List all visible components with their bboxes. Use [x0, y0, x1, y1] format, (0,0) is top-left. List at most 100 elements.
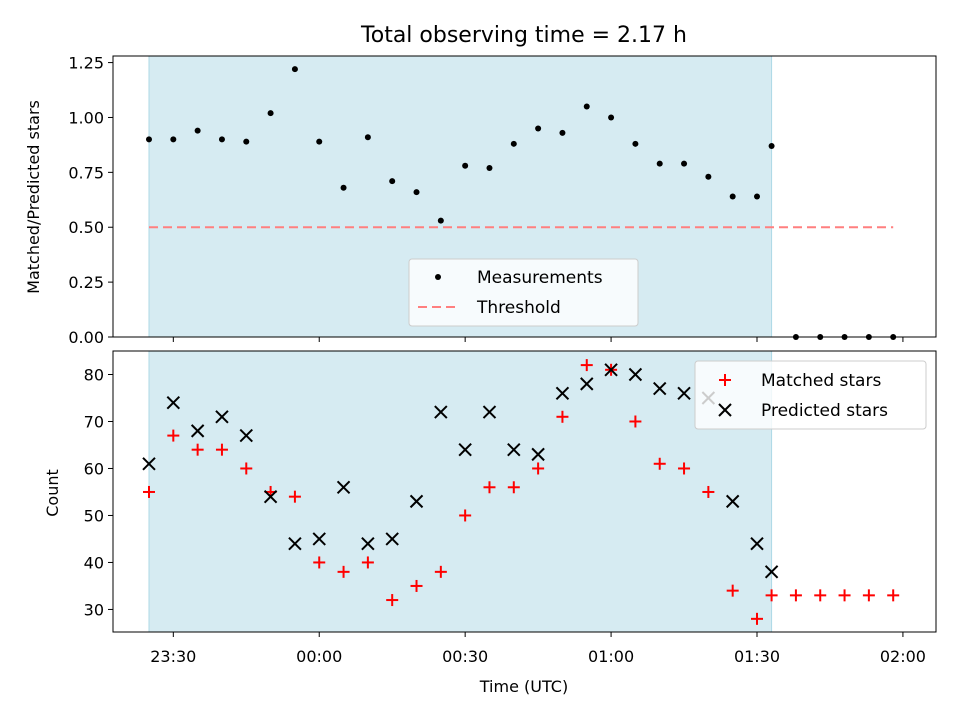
- matched-star-point: [167, 429, 180, 442]
- predicted-star-point: [190, 424, 205, 438]
- matched-star-point: [838, 589, 851, 602]
- predicted-star-point: [288, 536, 302, 551]
- y-tick-label: 30: [84, 600, 104, 619]
- measurement-point: [729, 193, 736, 200]
- bottom-y-axis-title: Count: [43, 469, 62, 517]
- predicted-star-point: [409, 494, 424, 509]
- legend-measurements-marker: [435, 274, 441, 280]
- y-tick-label: 1.00: [68, 108, 104, 127]
- legend-matched-marker: [719, 374, 731, 386]
- y-tick-label: 1.25: [68, 54, 104, 73]
- matched-star-point: [887, 589, 900, 602]
- measurement-point: [389, 178, 396, 185]
- predicted-star-point: [263, 489, 278, 504]
- matched-star-point: [483, 481, 496, 494]
- top-panel: 0.00 0.25 0.50 0.75 1.00 1.25 Measurements Thre…: [68, 54, 937, 347]
- predicted-star-point: [336, 480, 351, 494]
- legend-predicted-marker: [718, 403, 732, 417]
- legend-box: [694, 360, 927, 430]
- predicted-star-point: [725, 494, 740, 509]
- legend-measurements-label: Measurements: [477, 268, 603, 288]
- predicted-star-point: [628, 367, 643, 382]
- matched-star-point: [765, 589, 778, 602]
- predicted-star-point: [653, 381, 667, 396]
- chart-title: Total observing time = 2.17 h: [360, 23, 687, 48]
- matched-star-point: [532, 462, 545, 475]
- measurement-point: [340, 184, 347, 191]
- matched-star-point: [288, 490, 301, 503]
- matched-star-point: [240, 462, 253, 475]
- measurement-point: [510, 140, 517, 147]
- matched-star-point: [580, 359, 593, 372]
- y-tick-label: 80: [84, 365, 104, 384]
- measurement-point: [145, 136, 152, 143]
- predicted-star-point: [142, 457, 156, 471]
- x-axis-title: Time (UTC): [479, 677, 568, 696]
- measurement-point: [170, 136, 177, 143]
- bottom-axes-frame: [112, 350, 937, 633]
- predicted-star-point: [385, 532, 399, 546]
- measurement-point: [754, 193, 761, 200]
- measurement-point: [413, 189, 420, 196]
- matched-star-point: [678, 462, 691, 475]
- predicted-star-point: [764, 565, 779, 579]
- y-tick-label: 0.25: [68, 273, 104, 292]
- measurement-point: [437, 217, 444, 224]
- measurement-point: [291, 66, 298, 73]
- matched-star-point: [459, 509, 472, 522]
- predicted-star-point: [361, 536, 375, 551]
- measurement-point: [681, 160, 688, 167]
- matched-star-point: [361, 556, 374, 569]
- matched-star-point: [410, 579, 423, 592]
- matched-star-point: [215, 443, 228, 456]
- predicted-star-point: [458, 442, 472, 457]
- matched-star-point: [814, 589, 827, 602]
- predicted-star-point: [531, 447, 545, 462]
- top-legend: Measurements Threshold: [408, 258, 639, 327]
- legend-predicted-label: Predicted stars: [761, 401, 888, 421]
- bottom-legend: Matched stars Predicted stars: [694, 360, 927, 430]
- legend-box: [408, 258, 639, 327]
- measurement-point: [656, 160, 663, 167]
- y-tick-label: 70: [84, 412, 104, 431]
- matched-star-point: [434, 565, 447, 578]
- predicted-star-point: [580, 377, 594, 391]
- y-tick-label: 40: [84, 553, 104, 572]
- measurement-point: [316, 138, 323, 145]
- measurement-point: [535, 125, 542, 132]
- matched-star-point: [789, 589, 802, 602]
- observing-window-shade: [148, 350, 773, 633]
- matched-star-point: [751, 612, 764, 625]
- x-tick-label: 01:30: [734, 647, 780, 666]
- measurement-point: [194, 127, 201, 134]
- measurement-point: [583, 103, 590, 110]
- y-tick-label: 0.50: [68, 218, 104, 237]
- measurement-point: [486, 164, 493, 171]
- predicted-star-point: [215, 410, 229, 424]
- matched-star-point: [191, 443, 204, 456]
- y-tick-label: 50: [84, 506, 104, 525]
- measurement-point: [632, 140, 639, 147]
- measurement-point: [608, 114, 615, 121]
- y-tick-label: 0.75: [68, 163, 104, 182]
- matched-star-point: [556, 410, 569, 423]
- top-axes-frame: [112, 55, 937, 338]
- matched-star-point: [653, 457, 666, 470]
- legend-threshold-label: Threshold: [476, 298, 561, 318]
- predicted-star-point: [507, 442, 521, 457]
- measurement-point: [559, 129, 566, 136]
- matched-star-point: [313, 556, 326, 569]
- y-tick-label: 60: [84, 459, 104, 478]
- predicted-star-point: [677, 386, 691, 400]
- matched-star-point: [862, 589, 875, 602]
- x-tick-label: 01:00: [588, 647, 634, 666]
- matched-star-point: [726, 584, 739, 597]
- measurement-point: [267, 110, 274, 117]
- predicted-star-point: [750, 536, 764, 551]
- x-tick-label: 00:30: [442, 647, 488, 666]
- measurement-point: [243, 138, 250, 145]
- measurement-point: [462, 162, 469, 169]
- legend-matched-label: Matched stars: [761, 371, 881, 391]
- x-tick-label: 00:00: [296, 647, 342, 666]
